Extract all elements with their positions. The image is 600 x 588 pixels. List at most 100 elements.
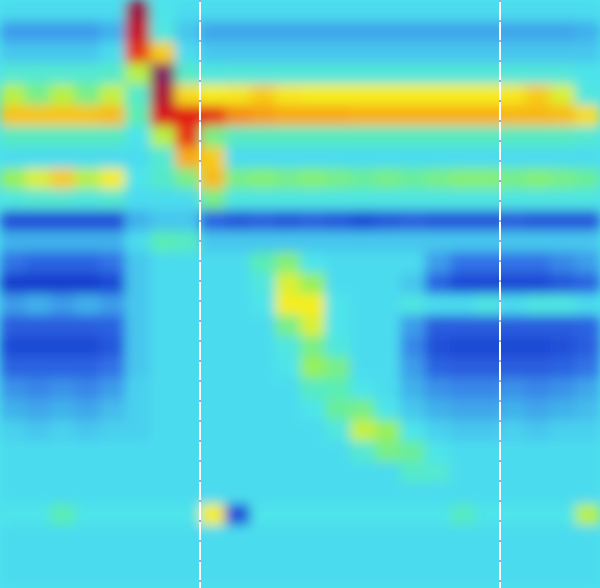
heat-cell: [150, 21, 176, 43]
heat-cell: [575, 42, 600, 64]
heat-cell: [50, 168, 76, 190]
heat-cell: [475, 315, 501, 337]
heat-cell: [425, 189, 451, 211]
heat-cell: [175, 0, 201, 22]
heat-cell: [475, 504, 501, 526]
heat-cell: [100, 147, 126, 169]
heat-cell: [350, 63, 376, 85]
heat-cell: [75, 525, 101, 547]
heat-cell: [100, 294, 126, 316]
heat-cell: [350, 441, 376, 463]
heat-cell: [175, 231, 201, 253]
heat-cell: [400, 462, 426, 484]
heat-cell: [275, 378, 301, 400]
heat-cell: [25, 378, 51, 400]
heat-cell: [400, 147, 426, 169]
heat-cell: [175, 210, 201, 232]
heat-cell: [325, 546, 351, 568]
heat-cell: [175, 567, 201, 588]
heat-cell: [50, 420, 76, 442]
heat-cell: [0, 84, 26, 106]
heat-cell: [225, 336, 251, 358]
heat-cell: [75, 63, 101, 85]
heat-cell: [0, 336, 26, 358]
heat-cell: [100, 441, 126, 463]
heat-cell: [325, 462, 351, 484]
heat-cell: [225, 483, 251, 505]
cells: [0, 0, 600, 588]
heat-cell: [175, 546, 201, 568]
heat-cell: [225, 273, 251, 295]
heat-cell: [325, 336, 351, 358]
heat-cell: [275, 567, 301, 588]
heat-cell: [125, 63, 151, 85]
heat-cell: [400, 273, 426, 295]
heat-cell: [300, 42, 326, 64]
heat-cell: [500, 168, 526, 190]
heat-cell: [150, 567, 176, 588]
heat-cell: [350, 210, 376, 232]
heat-cell: [375, 315, 401, 337]
heat-cell: [350, 84, 376, 106]
heat-cell: [225, 231, 251, 253]
heat-cell: [350, 420, 376, 442]
heat-cell: [575, 189, 600, 211]
heat-cell: [425, 525, 451, 547]
heat-cell: [550, 483, 576, 505]
heat-cell: [300, 336, 326, 358]
heat-cell: [450, 0, 476, 22]
heat-cell: [25, 273, 51, 295]
heat-cell: [300, 252, 326, 274]
heat-cell: [550, 315, 576, 337]
heat-cell: [275, 0, 301, 22]
heat-cell: [375, 378, 401, 400]
heat-cell: [550, 189, 576, 211]
heat-cell: [0, 504, 26, 526]
heat-cell: [350, 294, 376, 316]
heat-cell: [150, 231, 176, 253]
heat-cell: [575, 105, 600, 127]
heat-cell: [550, 105, 576, 127]
heat-cell: [575, 126, 600, 148]
heat-cell: [325, 105, 351, 127]
heat-cell: [25, 63, 51, 85]
heat-cell: [125, 294, 151, 316]
heat-cell: [575, 567, 600, 588]
heat-cell: [200, 525, 226, 547]
heat-cell: [425, 315, 451, 337]
heat-cell: [475, 462, 501, 484]
heat-cell: [425, 168, 451, 190]
heat-cell: [550, 546, 576, 568]
heat-cell: [325, 231, 351, 253]
heat-cell: [450, 126, 476, 148]
heat-cell: [125, 504, 151, 526]
heat-cell: [0, 147, 26, 169]
heat-cell: [575, 504, 600, 526]
heat-cell: [325, 294, 351, 316]
heat-cell: [550, 378, 576, 400]
heat-cell: [175, 504, 201, 526]
heat-cell: [225, 399, 251, 421]
heat-cell: [175, 273, 201, 295]
heat-cell: [150, 168, 176, 190]
heat-cell: [350, 252, 376, 274]
heat-cell: [50, 567, 76, 588]
heat-cell: [550, 42, 576, 64]
heat-cell: [250, 189, 276, 211]
heat-cell: [550, 294, 576, 316]
heat-cell: [325, 126, 351, 148]
heat-cell: [125, 231, 151, 253]
heat-cell: [200, 420, 226, 442]
heat-cell: [25, 336, 51, 358]
heat-cell: [25, 105, 51, 127]
heat-cell: [550, 84, 576, 106]
heat-cell: [75, 294, 101, 316]
heat-cell: [325, 147, 351, 169]
heat-cell: [300, 420, 326, 442]
heat-cell: [50, 336, 76, 358]
heat-cell: [175, 336, 201, 358]
heat-cell: [125, 525, 151, 547]
heat-cell: [450, 441, 476, 463]
plot-background: [0, 0, 600, 588]
heat-cell: [150, 105, 176, 127]
